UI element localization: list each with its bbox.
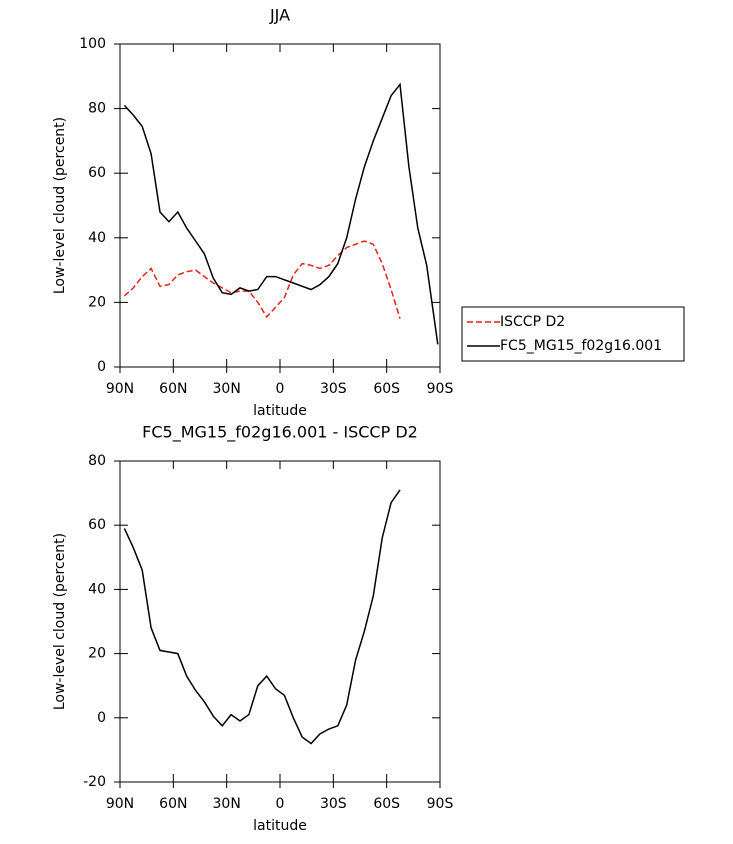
x-tick-label: 0 bbox=[276, 381, 285, 397]
x-tick-label: 0 bbox=[276, 796, 285, 812]
x-tick-label: 60N bbox=[159, 381, 187, 397]
x-tick-label: 60S bbox=[373, 796, 400, 812]
y-axis-label: Low-level cloud (percent) bbox=[52, 117, 68, 294]
plot-frame bbox=[119, 43, 441, 368]
x-tick-label: 90S bbox=[427, 796, 454, 812]
legend-label: FC5_MG15_f02g16.001 bbox=[500, 338, 662, 354]
y-tick-label: 20 bbox=[88, 646, 106, 662]
x-tick-label: 30N bbox=[213, 381, 241, 397]
y-tick-label: 20 bbox=[88, 294, 106, 310]
y-tick-label: 100 bbox=[79, 36, 106, 52]
y-axis-label: Low-level cloud (percent) bbox=[52, 533, 68, 710]
chart-title: JJA bbox=[269, 6, 290, 25]
data-line bbox=[123, 240, 401, 319]
y-tick-label: 60 bbox=[88, 517, 106, 533]
x-axis-label: latitude bbox=[253, 818, 307, 834]
y-tick-label: 0 bbox=[97, 359, 106, 375]
y-tick-label: 40 bbox=[88, 230, 106, 246]
x-tick-label: 90S bbox=[427, 381, 454, 397]
data-line bbox=[123, 82, 439, 345]
y-tick-label: 60 bbox=[88, 165, 106, 181]
x-tick-label: 60N bbox=[159, 796, 187, 812]
y-tick-label: -20 bbox=[83, 774, 106, 790]
y-tick-label: 40 bbox=[88, 581, 106, 597]
y-tick-label: 80 bbox=[88, 101, 106, 117]
x-tick-label: 60S bbox=[373, 381, 400, 397]
legend-box bbox=[461, 306, 685, 362]
x-tick-label: 30S bbox=[320, 796, 347, 812]
x-axis-label: latitude bbox=[253, 403, 307, 419]
x-tick-label: 90N bbox=[106, 381, 134, 397]
plot-frame bbox=[119, 460, 441, 783]
legend-label: ISCCP D2 bbox=[500, 314, 565, 330]
x-tick-label: 90N bbox=[106, 796, 134, 812]
y-tick-label: 80 bbox=[88, 453, 106, 469]
chart-title: FC5_MG15_f02g16.001 - ISCCP D2 bbox=[142, 423, 418, 443]
x-tick-label: 30N bbox=[213, 796, 241, 812]
data-line bbox=[123, 489, 401, 745]
x-tick-label: 30S bbox=[320, 381, 347, 397]
y-tick-label: 0 bbox=[97, 710, 106, 726]
